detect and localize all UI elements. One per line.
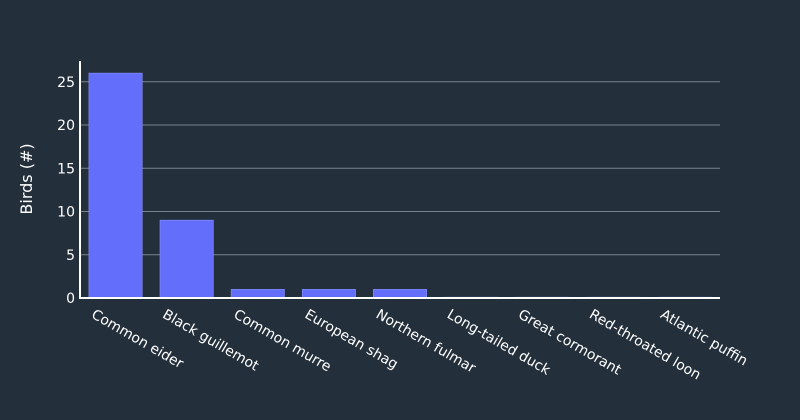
y-tick-label: 25 [57, 75, 75, 91]
bar [88, 72, 143, 299]
bars [88, 72, 712, 299]
y-tick-label: 15 [57, 161, 75, 177]
y-axis-label: Birds (#) [17, 143, 36, 214]
y-tick-label: 10 [57, 205, 75, 221]
axes [79, 61, 720, 299]
bar [230, 289, 285, 299]
grid-lines [80, 81, 720, 256]
bar [159, 219, 214, 299]
y-tick-label: 0 [66, 291, 75, 307]
y-tick-label: 5 [66, 248, 75, 264]
bar [301, 289, 356, 299]
bar [373, 289, 427, 299]
y-tick-labels: 0 5 10 15 20 25 [57, 75, 75, 307]
y-tick-label: 20 [57, 118, 75, 134]
